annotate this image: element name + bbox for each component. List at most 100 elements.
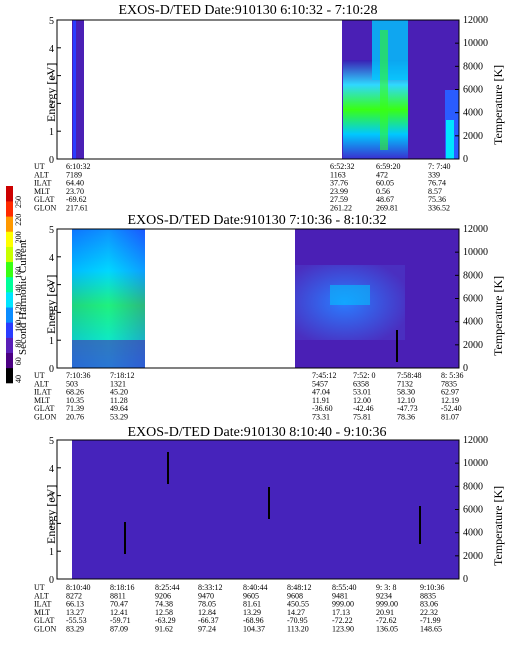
table-cell: 27.59: [330, 195, 348, 204]
table-cell: 53.01: [353, 388, 371, 397]
y-tick-label: 0: [49, 364, 54, 375]
table-cell: 20.91: [376, 608, 394, 617]
colorbar-swatch: [6, 337, 13, 353]
y-tick-label: 4: [49, 253, 54, 264]
table-cell: 450.55: [287, 600, 309, 609]
y-tick-label: 0: [49, 155, 54, 166]
colorbar-tick-label: 220: [14, 214, 23, 226]
colorbar-tick-label: 140: [14, 285, 23, 297]
table-cell: 10.35: [66, 396, 84, 405]
panel-2-spectrogram-block: [330, 285, 370, 305]
panel-3-spectrogram-block: [72, 440, 459, 579]
colorbar-swatch: [6, 352, 13, 369]
y2-tick-label: 4000: [463, 317, 483, 328]
panel-1-spectrogram-block: [380, 30, 388, 150]
table-row-label: GLON: [34, 625, 56, 634]
table-cell: 8.57: [428, 187, 442, 196]
y2-tick-label: 6000: [463, 505, 483, 516]
table-cell: 70.47: [110, 600, 128, 609]
table-cell: 23.70: [66, 187, 84, 196]
y2-tick-label: 12000: [463, 224, 488, 235]
table-cell: -55.53: [66, 616, 87, 625]
table-cell: 47.04: [312, 388, 330, 397]
panel-3-spectrogram-block: [167, 452, 169, 484]
y-tick-label: 4: [49, 44, 54, 55]
table-row-label: UT: [34, 583, 45, 592]
colorbar-swatch: [6, 307, 13, 323]
table-cell: 1163: [330, 170, 346, 179]
table-cell: 9605: [243, 591, 259, 600]
table-cell: 9481: [332, 591, 348, 600]
table-cell: 503: [66, 379, 78, 388]
panel-1-spectrogram-block: [446, 120, 454, 159]
table-cell: 7835: [441, 379, 457, 388]
y2-tick-label: 4000: [463, 528, 483, 539]
table-cell: 472: [376, 170, 388, 179]
panel-2-spectrogram-block: [396, 330, 398, 362]
table-cell: 81.61: [243, 600, 261, 609]
table-row-label: MLT: [34, 187, 50, 196]
table-cell: 8835: [420, 591, 436, 600]
panel-3-spectrogram-block: [72, 440, 459, 579]
table-cell: 9470: [198, 591, 214, 600]
panel-2: EXOS-D/TED Date:910130 7:10:36 - 8:10:32…: [34, 213, 505, 422]
table-cell: 8811: [110, 591, 126, 600]
colorbar-swatch: [6, 186, 13, 202]
table-cell: -72.62: [376, 616, 397, 625]
table-cell: 53.29: [110, 413, 128, 422]
panel-3-title: EXOS-D/TED Date:910130 8:10:40 - 9:10:36: [128, 425, 387, 440]
table-cell: 12.84: [198, 608, 216, 617]
y2-tick-label: 12000: [463, 15, 488, 26]
table-cell: 81.07: [441, 413, 459, 422]
table-cell: 13.29: [243, 608, 261, 617]
colorbar-tick-label: 80: [14, 340, 23, 348]
panel-2-spectrogram-block: [72, 340, 145, 368]
panel-3-spectrogram-block: [419, 506, 421, 544]
y2-tick-label: 2000: [463, 340, 483, 351]
table-cell: -69.62: [66, 195, 87, 204]
table-cell: 58.30: [397, 388, 415, 397]
y-tick-label: 1: [49, 127, 54, 138]
table-cell: -42.46: [353, 404, 374, 413]
table-cell: 217.61: [66, 204, 88, 213]
y2-tick-label: 10000: [463, 38, 488, 49]
table-row-label: ILAT: [34, 388, 51, 397]
table-cell: 6358: [353, 379, 369, 388]
table-cell: 22.32: [420, 608, 438, 617]
table-cell: 8:33:12: [198, 583, 222, 592]
panel-1-y2label: Temperature [K]: [491, 65, 505, 145]
table-row-label: GLAT: [34, 195, 55, 204]
table-cell: 6:52:32: [330, 162, 354, 171]
table-cell: 9:10:36: [420, 583, 444, 592]
colorbar-swatch: [6, 201, 13, 217]
table-cell: 75.36: [428, 195, 446, 204]
y-tick-label: 4: [49, 464, 54, 475]
table-cell: 1321: [110, 379, 126, 388]
table-cell: 37.76: [330, 179, 348, 188]
colorbar-swatch: [6, 261, 13, 278]
table-row-label: ALT: [34, 379, 49, 388]
table-cell: 7:18:12: [110, 371, 134, 380]
table-cell: 0.56: [376, 187, 390, 196]
table-cell: 8:10:40: [66, 583, 90, 592]
table-row-label: ILAT: [34, 179, 51, 188]
panel-1-title: EXOS-D/TED Date:910130 6:10:32 - 7:10:28: [119, 3, 378, 18]
y2-tick-label: 8000: [463, 61, 483, 72]
colorbar-tick-label: 120: [14, 302, 23, 314]
table-row-label: UT: [34, 162, 45, 171]
panel-3-ylabel: Energy [eV]: [44, 485, 58, 544]
y-tick-label: 5: [49, 225, 54, 236]
table-cell: -47.73: [397, 404, 418, 413]
table-row-label: GLAT: [34, 404, 55, 413]
table-cell: -59.71: [110, 616, 131, 625]
panel-1-spectrogram-block: [372, 20, 408, 80]
y2-tick-label: 8000: [463, 270, 483, 281]
table-cell: 12.10: [397, 396, 415, 405]
table-cell: 78.05: [198, 600, 216, 609]
table-cell: 76.74: [428, 179, 446, 188]
table-cell: 7: 7:40: [428, 162, 450, 171]
y-tick-label: 5: [49, 16, 54, 27]
colorbar-tick-label: 160: [14, 267, 23, 279]
y-tick-label: 3: [49, 72, 54, 83]
y-tick-label: 2: [49, 519, 54, 530]
